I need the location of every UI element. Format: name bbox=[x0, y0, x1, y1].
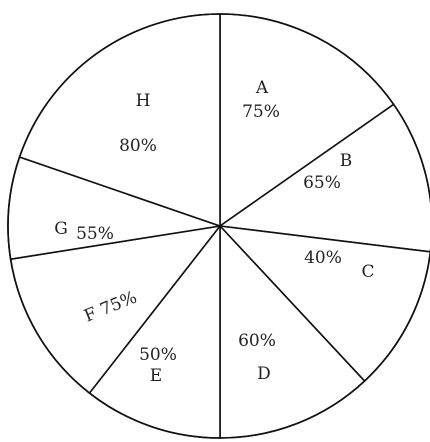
slice-name-d: D bbox=[257, 364, 271, 384]
slice-value-g: 55% bbox=[76, 224, 114, 244]
slice-value-d: 60% bbox=[238, 331, 276, 351]
slice-name-e: E bbox=[150, 366, 162, 386]
pie-outline bbox=[7, 13, 430, 439]
slice-value-c: 40% bbox=[304, 248, 342, 268]
slice-name-h: H bbox=[136, 91, 151, 111]
slice-value-a: 75% bbox=[242, 102, 280, 122]
slice-value-b: 65% bbox=[303, 173, 341, 193]
slice-name-f: F bbox=[81, 302, 104, 327]
slice-name-b: B bbox=[340, 151, 353, 171]
slice-name-a: A bbox=[255, 78, 269, 98]
slice-name-g: G bbox=[54, 219, 68, 239]
pie-slices bbox=[7, 13, 430, 439]
slice-name-c: C bbox=[361, 262, 374, 282]
slice-value-e: 50% bbox=[139, 345, 177, 365]
slice-value-h: 80% bbox=[119, 136, 157, 156]
